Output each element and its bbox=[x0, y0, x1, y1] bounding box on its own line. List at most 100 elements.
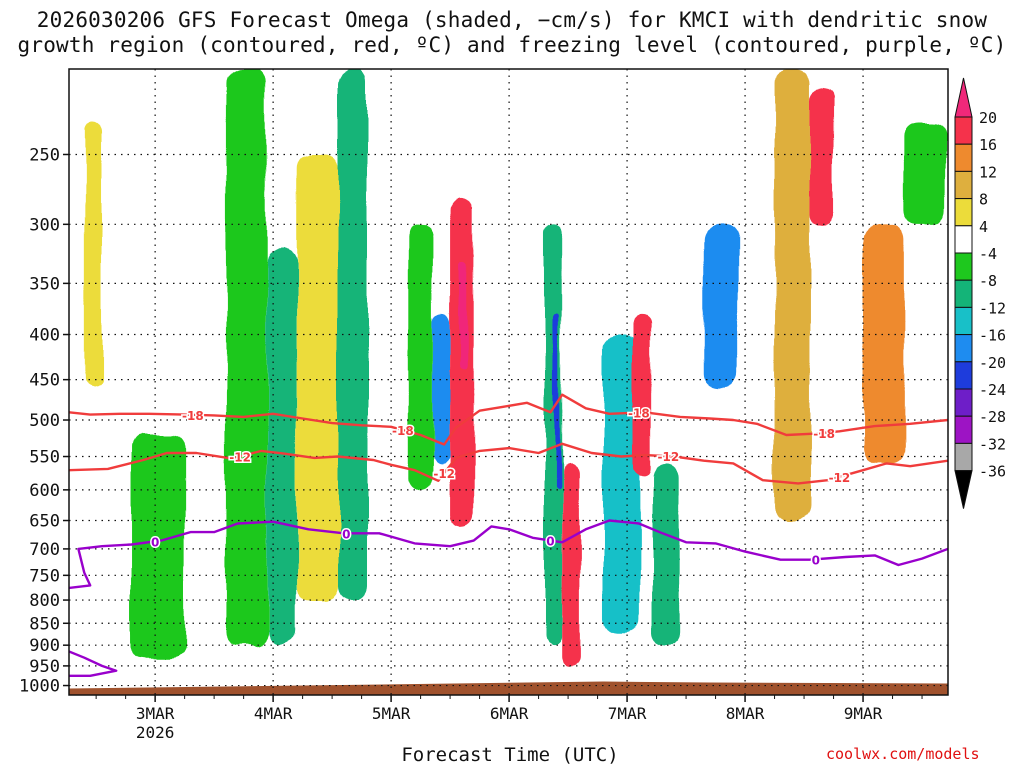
colorbar-bin-5 bbox=[954, 252, 973, 281]
contour-label-0-0: 0 bbox=[151, 535, 159, 549]
contour-label--18-2: -18 bbox=[628, 407, 650, 421]
omega-cell-17 bbox=[774, 69, 810, 521]
omega-cell-7 bbox=[432, 314, 451, 464]
omega-cell-20 bbox=[904, 122, 946, 225]
omega-cell-1 bbox=[131, 435, 185, 658]
contour-label--12-1: -12 bbox=[433, 467, 455, 481]
contour-label-0-3: 0 bbox=[812, 553, 820, 567]
colorbar-bin-11 bbox=[954, 415, 973, 444]
colorbar-top-triangle bbox=[954, 77, 973, 118]
omega-cell-6 bbox=[408, 224, 433, 490]
colorbar-bin-8 bbox=[954, 334, 973, 363]
colorbar-label-8: -16 bbox=[979, 327, 1006, 345]
contour-label--18-0: -18 bbox=[182, 409, 204, 423]
omega-cell-12 bbox=[562, 463, 580, 666]
y-tick-label-700: 700 bbox=[29, 540, 60, 560]
grid bbox=[69, 69, 948, 695]
omega-cell-9 bbox=[459, 260, 468, 372]
colorbar-label-5: -4 bbox=[979, 245, 997, 263]
plot-area: -18 -18 -18 -18 -12 -12 -12 -12 0 0 0 0 250 300 350 400… bbox=[19, 68, 949, 742]
colorbar-label-7: -12 bbox=[979, 299, 1006, 317]
y-tick-label-550: 550 bbox=[29, 448, 60, 468]
colorbar-bin-10 bbox=[954, 388, 973, 417]
y-tick-label-750: 750 bbox=[29, 566, 60, 586]
omega-cell-3 bbox=[267, 249, 297, 646]
colorbar: 20 16 12 8 4 -4 -8 -12 -16 -20 -24 -28 -32 -36 bbox=[954, 77, 1006, 509]
colorbar-label-6: -8 bbox=[979, 272, 997, 290]
contours: -18 -18 -18 -18 -12 -12 -12 -12 0 0 0 0 bbox=[69, 393, 948, 677]
contour-0-lower bbox=[69, 650, 118, 677]
omega-cell-2 bbox=[225, 69, 268, 646]
y-tick-label-650: 650 bbox=[29, 512, 60, 532]
y-tick-label-350: 350 bbox=[29, 274, 60, 294]
y-tick-label-450: 450 bbox=[29, 371, 60, 391]
omega-shading bbox=[84, 69, 946, 666]
contour--18 bbox=[69, 393, 948, 446]
y-tick-label-900: 900 bbox=[29, 636, 60, 656]
colorbar-bin-3 bbox=[954, 198, 973, 227]
omega-cell-15 bbox=[653, 463, 681, 646]
colorbar-bin-0 bbox=[954, 116, 973, 145]
x-tick-label-9MAR: 9MAR bbox=[844, 704, 883, 723]
y-tick-label-400: 400 bbox=[29, 326, 60, 346]
colorbar-bin-9 bbox=[954, 361, 973, 390]
colorbar-label-2: 12 bbox=[979, 163, 997, 181]
omega-cell-0 bbox=[84, 122, 103, 389]
title-line-1: 2026030206 GFS Forecast Omega (shaded, −… bbox=[36, 8, 988, 32]
x-tick-label-3MAR: 3MAR bbox=[136, 704, 175, 723]
contour-label-0-2: 0 bbox=[546, 534, 554, 548]
colorbar-label-9: -20 bbox=[979, 354, 1006, 372]
colorbar-label-10: -24 bbox=[979, 381, 1006, 399]
x-tick-label-7MAR: 7MAR bbox=[608, 704, 647, 723]
x-tick-label-6MAR: 6MAR bbox=[490, 704, 529, 723]
y-tick-label-800: 800 bbox=[29, 591, 60, 611]
contour--12 bbox=[69, 442, 948, 485]
omega-cell-19 bbox=[863, 224, 905, 464]
x-tick-label-4MAR: 4MAR bbox=[254, 704, 293, 723]
colorbar-bottom-triangle bbox=[954, 470, 973, 509]
colorbar-bin-4 bbox=[954, 225, 973, 254]
colorbar-label-11: -28 bbox=[979, 408, 1006, 426]
colorbar-label-13: -36 bbox=[979, 463, 1006, 481]
contour-label--12-2: -12 bbox=[658, 450, 680, 464]
terrain-surface bbox=[69, 681, 948, 695]
title-line-2: growth region (contoured, red, ºC) and f… bbox=[17, 33, 1007, 57]
y-axis: 2503003504004505005506006507007508008509… bbox=[19, 145, 69, 697]
omega-cell-13 bbox=[603, 334, 639, 633]
omega-cell-18 bbox=[809, 87, 834, 225]
colorbar-bin-6 bbox=[954, 279, 973, 308]
colorbar-label-4: 4 bbox=[979, 218, 988, 236]
omega-cell-16 bbox=[703, 224, 740, 389]
y-tick-label-600: 600 bbox=[29, 481, 60, 501]
x-tick-sublabel: 2026 bbox=[136, 723, 175, 742]
colorbar-bin-12 bbox=[954, 442, 973, 472]
credit-link[interactable]: coolwx.com/models bbox=[826, 745, 980, 763]
contour-0 bbox=[69, 519, 948, 590]
colorbar-label-1: 16 bbox=[979, 136, 997, 154]
y-tick-label-850: 850 bbox=[29, 614, 60, 634]
y-tick-label-250: 250 bbox=[29, 145, 60, 165]
x-tick-label-5MAR: 5MAR bbox=[372, 704, 411, 723]
omega-cell-5 bbox=[338, 69, 368, 601]
contour-label--12-3: -12 bbox=[829, 471, 851, 485]
omega-cell-4 bbox=[296, 154, 339, 601]
contour-label--18-1: -18 bbox=[392, 424, 414, 438]
colorbar-label-12: -32 bbox=[979, 435, 1006, 453]
omega-cell-14 bbox=[632, 314, 651, 477]
contour-label--12-0: -12 bbox=[229, 450, 251, 464]
colorbar-bin-7 bbox=[954, 306, 973, 336]
colorbar-label-0: 20 bbox=[979, 109, 997, 127]
y-tick-label-500: 500 bbox=[29, 411, 60, 431]
colorbar-label-3: 8 bbox=[979, 191, 988, 209]
colorbar-bin-1 bbox=[954, 143, 973, 172]
y-tick-label-950: 950 bbox=[29, 657, 60, 677]
colorbar-bin-2 bbox=[954, 170, 973, 200]
x-axis-title: Forecast Time (UTC) bbox=[401, 744, 619, 766]
y-tick-label-1000: 1000 bbox=[19, 677, 60, 697]
x-tick-label-8MAR: 8MAR bbox=[726, 704, 765, 723]
y-tick-label-300: 300 bbox=[29, 215, 60, 235]
contour-label--18-3: -18 bbox=[813, 427, 835, 441]
contour-label-0-1: 0 bbox=[342, 527, 350, 541]
